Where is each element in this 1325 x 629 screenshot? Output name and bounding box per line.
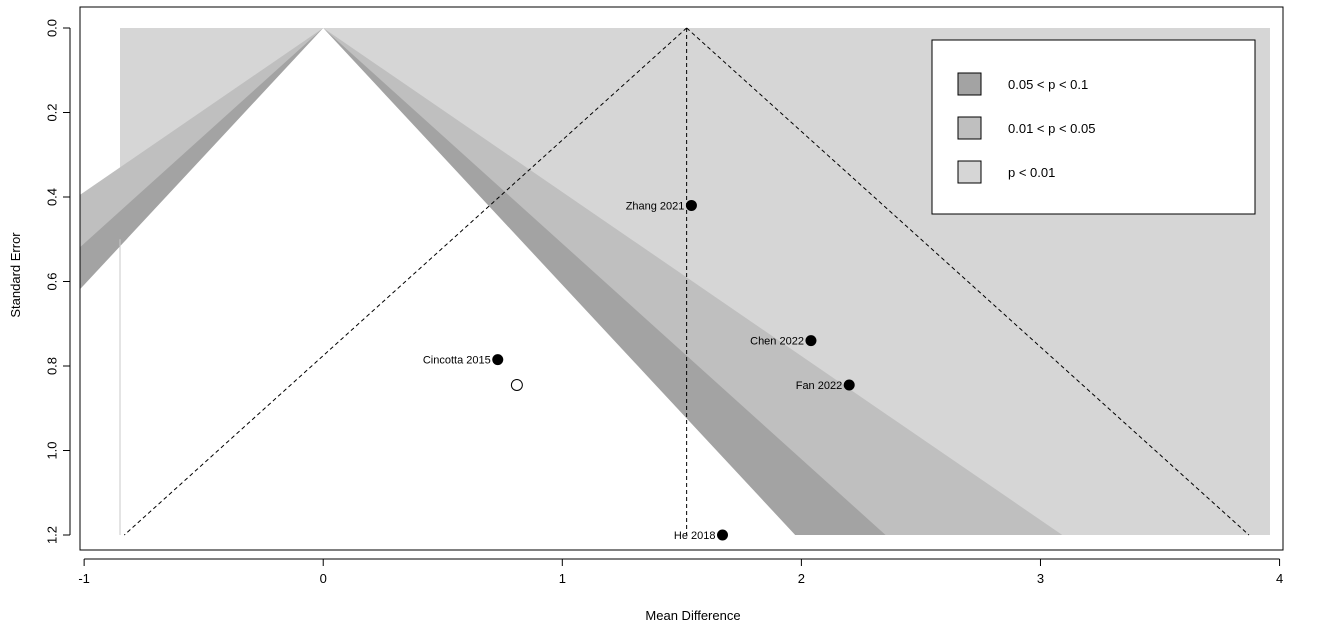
x-axis: -1 0 1 2 3 4 <box>78 558 1283 586</box>
x-tick-label: 3 <box>1037 571 1044 586</box>
y-tick-label: 0.4 <box>44 188 59 206</box>
reference-lines <box>123 27 1250 536</box>
plot-frame <box>79 6 1284 551</box>
study-label: Fan 2022 <box>796 380 842 392</box>
study-label: Chen 2022 <box>750 336 804 348</box>
x-tick-label: 0 <box>320 571 327 586</box>
y-axis-title: Standard Error <box>8 232 23 318</box>
y-tick-label: 0.2 <box>44 103 59 121</box>
study-label: He 2018 <box>674 530 716 542</box>
legend-swatch <box>957 72 982 96</box>
y-tick-label: 0.8 <box>44 357 59 375</box>
study-label: Cincotta 2015 <box>423 355 491 367</box>
study-point <box>805 335 817 347</box>
study-point <box>492 354 504 366</box>
study-points: Zhang 2021 Chen 2022 Fan 2022 Cincotta 2015… <box>423 199 855 542</box>
y-tick-label: 0.6 <box>44 272 59 290</box>
legend-label: 0.01 < p < 0.05 <box>1008 121 1095 136</box>
y-tick-label: 1.2 <box>44 526 59 544</box>
legend: 0.05 < p < 0.1 0.01 < p < 0.05 p < 0.01 <box>931 39 1256 215</box>
study-point <box>685 199 697 211</box>
funnel-right-line <box>686 27 1250 536</box>
study-label: Zhang 2021 <box>626 200 685 212</box>
legend-swatch <box>957 160 982 184</box>
imputed-study-point <box>510 379 523 392</box>
x-tick-label: 2 <box>798 571 805 586</box>
y-axis: 0.0 0.2 0.4 0.6 0.8 1.0 1.2 <box>44 19 71 544</box>
study-point <box>716 529 728 541</box>
legend-label: 0.05 < p < 0.1 <box>1008 77 1088 92</box>
funnel-left-line <box>123 27 687 536</box>
legend-box <box>931 39 1256 215</box>
x-tick-label: -1 <box>78 571 90 586</box>
legend-label: p < 0.01 <box>1008 165 1055 180</box>
y-tick-label: 0.0 <box>44 19 59 37</box>
x-tick-label: 1 <box>559 571 566 586</box>
y-tick-label: 1.0 <box>44 441 59 459</box>
x-tick-label: 4 <box>1276 571 1283 586</box>
study-point <box>843 379 855 391</box>
x-axis-title: Mean Difference <box>645 608 740 623</box>
legend-swatch <box>957 116 982 140</box>
contour-non-significant <box>80 28 796 535</box>
